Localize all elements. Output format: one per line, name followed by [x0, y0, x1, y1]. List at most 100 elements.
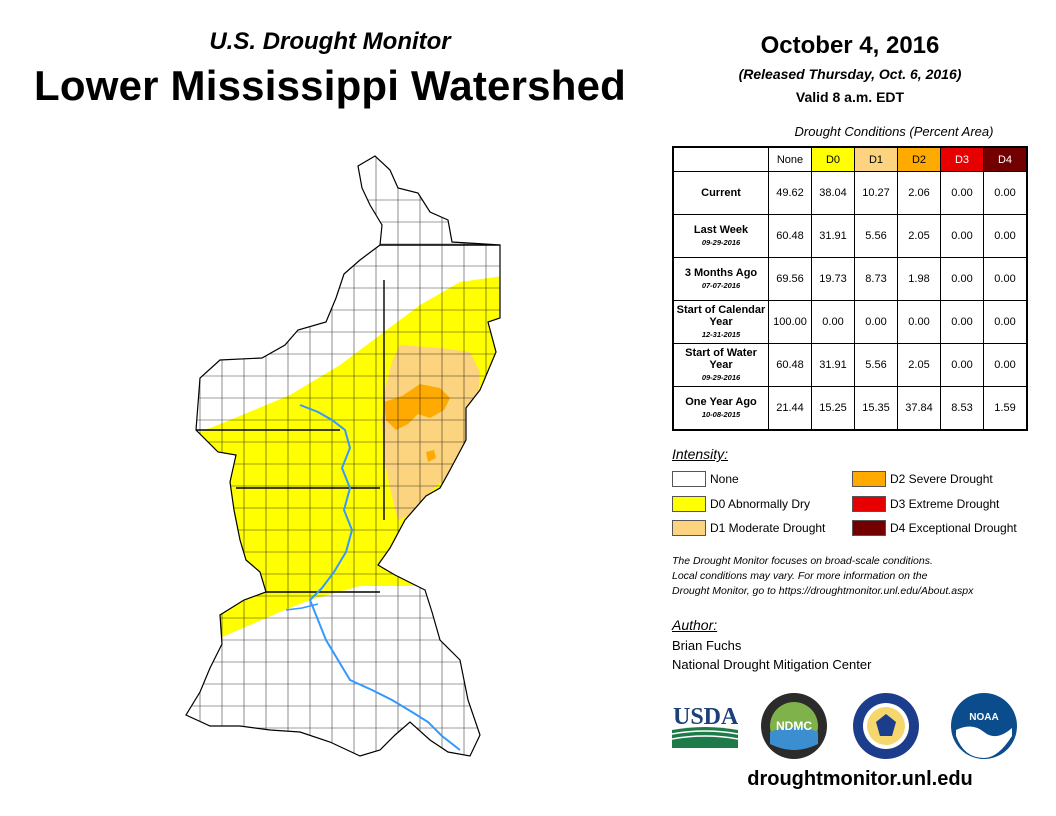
- row-label: 3 Months Ago 07-07-2016: [672, 257, 769, 301]
- row-label: Last Week 09-29-2016: [672, 214, 769, 258]
- valid-time: Valid 8 a.m. EDT: [795, 89, 905, 105]
- table-header-row: None D0 D1 D2 D3 D4: [673, 146, 1028, 172]
- d2-spot: [426, 450, 436, 462]
- noaa-logo-text: NOAA: [969, 712, 998, 723]
- table-cell: 0.00: [811, 300, 855, 344]
- ndmc-logo-text: NDMC: [776, 719, 812, 733]
- legend-swatch: [852, 520, 886, 536]
- table-row: 3 Months Ago 07-07-2016 69.56 19.73 8.73 …: [672, 257, 1028, 301]
- legend-label: D0 Abnormally Dry: [710, 497, 811, 511]
- table-cell: 0.00: [983, 300, 1028, 344]
- usda-logo: USDA: [672, 704, 738, 748]
- row-date: 09-29-2016: [701, 237, 741, 247]
- note-line: Drought Monitor, go to https://droughtmo…: [672, 585, 974, 597]
- row-date: 09-29-2016: [701, 372, 741, 382]
- noaa-logo: NOAA: [951, 693, 1017, 759]
- conditions-table-title: Drought Conditions (Percent Area): [794, 124, 994, 139]
- table-cell: 0.00: [940, 257, 984, 301]
- row-date: 12-31-2015: [701, 329, 741, 339]
- row-label-text: Start of Calendar Year: [676, 303, 766, 328]
- commerce-seal: [853, 693, 919, 759]
- red-river: [285, 603, 319, 611]
- column-header-d4: D4: [983, 146, 1028, 172]
- watershed-outline: [185, 155, 501, 757]
- row-label-text: Current: [701, 187, 741, 199]
- table-cell: 0.00: [854, 300, 898, 344]
- table-cell: 0.00: [940, 214, 984, 258]
- drought-map: [185, 155, 501, 757]
- table-cell: 21.44: [768, 386, 812, 431]
- table-cell: 5.56: [854, 214, 898, 258]
- table-cell: 100.00: [768, 300, 812, 344]
- author-organization: National Drought Mitigation Center: [672, 657, 872, 672]
- table-cell: 0.00: [940, 171, 984, 215]
- table-cell: 49.62: [768, 171, 812, 215]
- table-cell: 38.04: [811, 171, 855, 215]
- map-subtitle: U.S. Drought Monitor: [209, 28, 451, 55]
- row-label-text: One Year Ago: [685, 395, 757, 408]
- table-cell: 1.98: [897, 257, 941, 301]
- table-cell: 60.48: [768, 214, 812, 258]
- d1-area: [382, 345, 480, 520]
- row-label: One Year Ago 10-08-2015: [672, 386, 769, 431]
- table-row: Start of Water Year 09-29-2016 60.48 31.9…: [672, 343, 1028, 387]
- table-cell: 10.27: [854, 171, 898, 215]
- table-cell: 0.00: [897, 300, 941, 344]
- table-cell: 31.91: [811, 343, 855, 387]
- table-cell: 15.25: [811, 386, 855, 431]
- legend-label: D4 Exceptional Drought: [890, 521, 1017, 535]
- note-line: The Drought Monitor focuses on broad-sca…: [672, 555, 933, 567]
- legend-swatch: [672, 471, 706, 487]
- row-label: Start of Calendar Year 12-31-2015: [672, 300, 769, 344]
- row-label-text: Start of Water Year: [685, 346, 757, 371]
- legend-label: D1 Moderate Drought: [710, 521, 826, 535]
- row-label-text: 3 Months Ago: [684, 266, 758, 279]
- table-cell: 31.91: [811, 214, 855, 258]
- release-date: (Released Thursday, Oct. 6, 2016): [738, 66, 962, 82]
- table-cell: 2.05: [897, 214, 941, 258]
- row-label: Start of Water Year 09-29-2016: [672, 343, 769, 387]
- column-header-d3: D3: [940, 146, 984, 172]
- ndmc-logo: NDMC: [761, 693, 827, 759]
- legend-label: D3 Extreme Drought: [890, 497, 1000, 511]
- legend-swatch: [672, 496, 706, 512]
- table-cell: 0.00: [983, 171, 1028, 215]
- row-date: 10-08-2015: [701, 409, 741, 419]
- website-link[interactable]: droughtmonitor.unl.edu: [747, 768, 973, 790]
- drought-monitor-note: The Drought Monitor focuses on broad-sca…: [672, 554, 1042, 599]
- author-label: Author:: [672, 617, 718, 633]
- table-cell: 1.59: [983, 386, 1028, 431]
- column-header-d0: D0: [811, 146, 855, 172]
- legend-title: Intensity:: [672, 446, 729, 462]
- table-cell: 37.84: [897, 386, 941, 431]
- row-label-text: Last Week: [693, 223, 749, 236]
- legend-label: None: [710, 472, 739, 486]
- state-boundaries: [196, 244, 500, 593]
- table-row: Start of Calendar Year 12-31-2015 100.00 …: [672, 300, 1028, 344]
- table-corner: [673, 147, 769, 172]
- table-cell: 0.00: [940, 343, 984, 387]
- mississippi-river: [299, 404, 461, 751]
- legend-swatch: [852, 471, 886, 487]
- legend-label: D2 Severe Drought: [890, 472, 993, 486]
- note-line: Local conditions may vary. For more info…: [672, 570, 928, 582]
- table-cell: 0.00: [983, 214, 1028, 258]
- row-label: Current: [672, 171, 769, 215]
- row-date: 07-07-2016: [701, 280, 741, 290]
- table-cell: 0.00: [940, 300, 984, 344]
- map-date: October 4, 2016: [760, 32, 940, 59]
- column-header-none: None: [768, 146, 812, 172]
- table-cell: 60.48: [768, 343, 812, 387]
- usda-logo-text: USDA: [673, 704, 738, 730]
- column-header-d1: D1: [854, 146, 898, 172]
- table-cell: 2.05: [897, 343, 941, 387]
- table-cell: 8.73: [854, 257, 898, 301]
- table-cell: 2.06: [897, 171, 941, 215]
- table-cell: 19.73: [811, 257, 855, 301]
- table-cell: 5.56: [854, 343, 898, 387]
- table-row: Current 49.62 38.04 10.27 2.06 0.00 0.00: [672, 171, 1028, 215]
- map-title: Lower Mississippi Watershed: [34, 62, 626, 109]
- table-cell: 8.53: [940, 386, 984, 431]
- table-cell: 15.35: [854, 386, 898, 431]
- author-name: Brian Fuchs: [672, 638, 742, 653]
